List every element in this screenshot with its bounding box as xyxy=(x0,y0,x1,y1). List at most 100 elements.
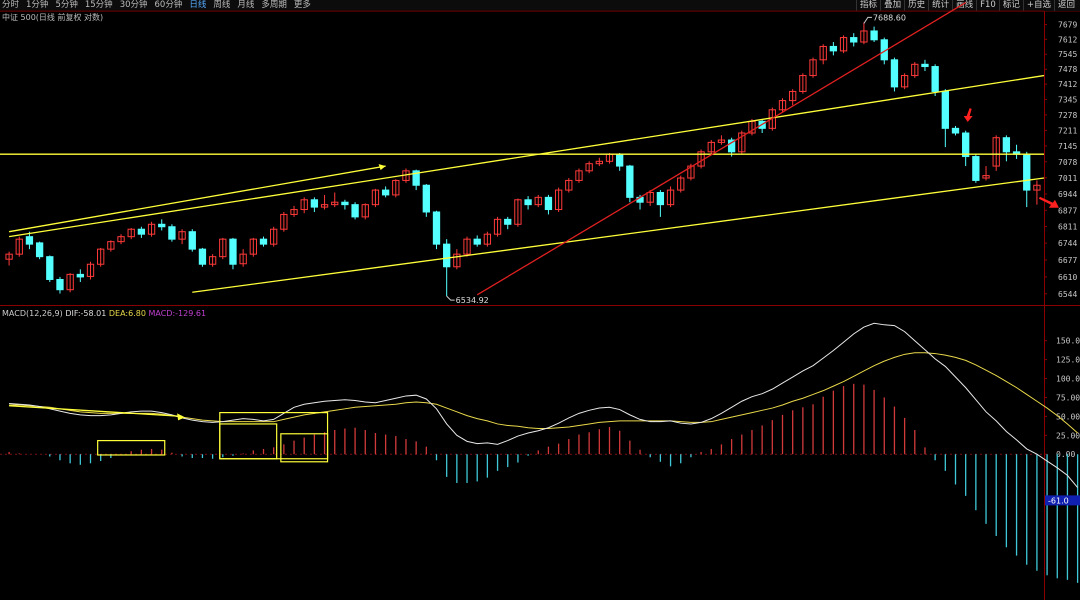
candle-body xyxy=(616,153,624,167)
macd-name: MACD(12,26,9) xyxy=(2,309,63,318)
candle-body xyxy=(392,179,400,196)
candle-body xyxy=(259,238,268,245)
candle-body xyxy=(412,170,420,186)
candle-body xyxy=(432,211,441,245)
tab-1min[interactable]: 1分钟 xyxy=(26,0,49,10)
candle-body xyxy=(229,238,237,265)
candle-body xyxy=(270,228,278,245)
candle-body xyxy=(911,63,919,77)
candle-body xyxy=(341,201,349,206)
candle-body xyxy=(687,165,695,179)
candle-body xyxy=(443,243,451,268)
back-button[interactable]: 返回 xyxy=(1053,0,1078,11)
candle-body xyxy=(86,263,95,277)
tab-monthly[interactable]: 月线 xyxy=(237,0,255,10)
candle-body xyxy=(1002,137,1011,153)
candle-body xyxy=(717,139,726,143)
tab-fenshi[interactable]: 分时 xyxy=(2,0,20,10)
candle-body xyxy=(147,223,156,235)
candle-body xyxy=(46,256,54,280)
tab-15min[interactable]: 15分钟 xyxy=(84,0,113,10)
candle-body xyxy=(789,90,797,102)
candle-body xyxy=(56,278,64,291)
candle-body xyxy=(839,37,848,52)
candle-body xyxy=(300,199,308,211)
candle-body xyxy=(992,137,1000,167)
candle-body xyxy=(310,199,319,208)
candle-body xyxy=(320,204,329,208)
history-button[interactable]: 历史 xyxy=(904,0,928,11)
candle-body xyxy=(127,228,135,238)
current-value-flag xyxy=(1045,495,1080,506)
candle-body xyxy=(208,256,217,265)
dea-line xyxy=(9,352,1078,434)
dif-value: -58.01 xyxy=(80,309,107,318)
overlay-button[interactable]: 叠加 xyxy=(880,0,904,11)
candle-body xyxy=(768,109,776,129)
candle-body xyxy=(626,165,634,198)
macd-highlight-box xyxy=(219,423,278,460)
tab-60min[interactable]: 60分钟 xyxy=(154,0,183,10)
candle-body xyxy=(778,100,787,111)
candle-body xyxy=(727,139,736,153)
macd-axis: 150.0 125.0 100.0 75.00 50.00 25.00 0.00 xyxy=(1044,337,1080,459)
trend-line xyxy=(8,74,1045,238)
candle-body xyxy=(575,170,583,181)
tab-daily[interactable]: 日线 xyxy=(189,0,207,10)
candle-body xyxy=(178,231,186,240)
macd-tick-label: 25.00 xyxy=(1056,431,1080,440)
low-label: 6534.92 xyxy=(456,296,489,305)
candle-body xyxy=(972,156,980,181)
candle-body xyxy=(158,223,166,228)
candle-body xyxy=(290,209,298,215)
candle-body xyxy=(249,238,257,255)
price-axis: 7679 7612 7545 7478 7412 7345 7278 7211 7145 7078… xyxy=(1044,21,1077,299)
red-arrow-marker xyxy=(1038,196,1059,208)
macd-tick-label: 50.00 xyxy=(1056,412,1080,421)
candle-body xyxy=(361,204,369,218)
candle-body xyxy=(524,199,532,206)
candle-body xyxy=(188,231,196,250)
kline-header: 中证 500(日线 前复权 对数) xyxy=(2,13,104,22)
f10-button[interactable]: F10 xyxy=(976,0,999,11)
price-tick-label: 7211 xyxy=(1058,126,1077,135)
candle-body xyxy=(585,163,593,172)
candle-body xyxy=(656,191,665,206)
high-marker xyxy=(863,16,872,24)
dea-value: 6.80 xyxy=(128,309,146,318)
price-tick-label: 6944 xyxy=(1058,190,1077,199)
candle-body xyxy=(900,75,909,88)
candle-body xyxy=(219,238,227,258)
macd-header: MACD(12,26,9) DIF:-58.01 DEA:6.80 MACD:-… xyxy=(2,309,206,318)
tab-multi-period[interactable]: 多周期 xyxy=(261,0,287,10)
candle-body xyxy=(76,273,84,278)
tab-30min[interactable]: 30分钟 xyxy=(119,0,148,10)
tab-5min[interactable]: 5分钟 xyxy=(55,0,78,10)
candle-body xyxy=(198,248,207,265)
candle-body xyxy=(107,241,115,250)
dif-label: DIF: xyxy=(65,309,81,318)
candle-body xyxy=(15,238,23,255)
indicator-button[interactable]: 指标 xyxy=(856,0,880,11)
candle-body xyxy=(677,177,685,191)
price-tick-label: 6610 xyxy=(1058,273,1077,282)
candle-body xyxy=(35,242,44,258)
price-tick-label: 7345 xyxy=(1058,95,1077,104)
candle-body xyxy=(890,59,899,88)
draw-line-button[interactable]: 画线 xyxy=(952,0,976,11)
mark-button[interactable]: 标记 xyxy=(998,0,1023,11)
macd-highlight-box xyxy=(97,439,166,456)
tab-weekly[interactable]: 周线 xyxy=(213,0,231,10)
candle-body xyxy=(870,30,878,41)
candle-body xyxy=(707,141,715,153)
add-watchlist-button[interactable]: +自选 xyxy=(1022,0,1054,11)
candle-body xyxy=(493,218,502,235)
tool-buttons: 指标 叠加 历史 统计 画线 F10 标记 +自选 返回 xyxy=(856,0,1078,11)
stats-button[interactable]: 统计 xyxy=(928,0,952,11)
tab-more[interactable]: 更多 xyxy=(293,0,311,10)
candle-body xyxy=(422,184,430,213)
candle-body xyxy=(829,45,838,52)
candle-body xyxy=(483,233,492,245)
price-tick-label: 6877 xyxy=(1058,206,1077,215)
